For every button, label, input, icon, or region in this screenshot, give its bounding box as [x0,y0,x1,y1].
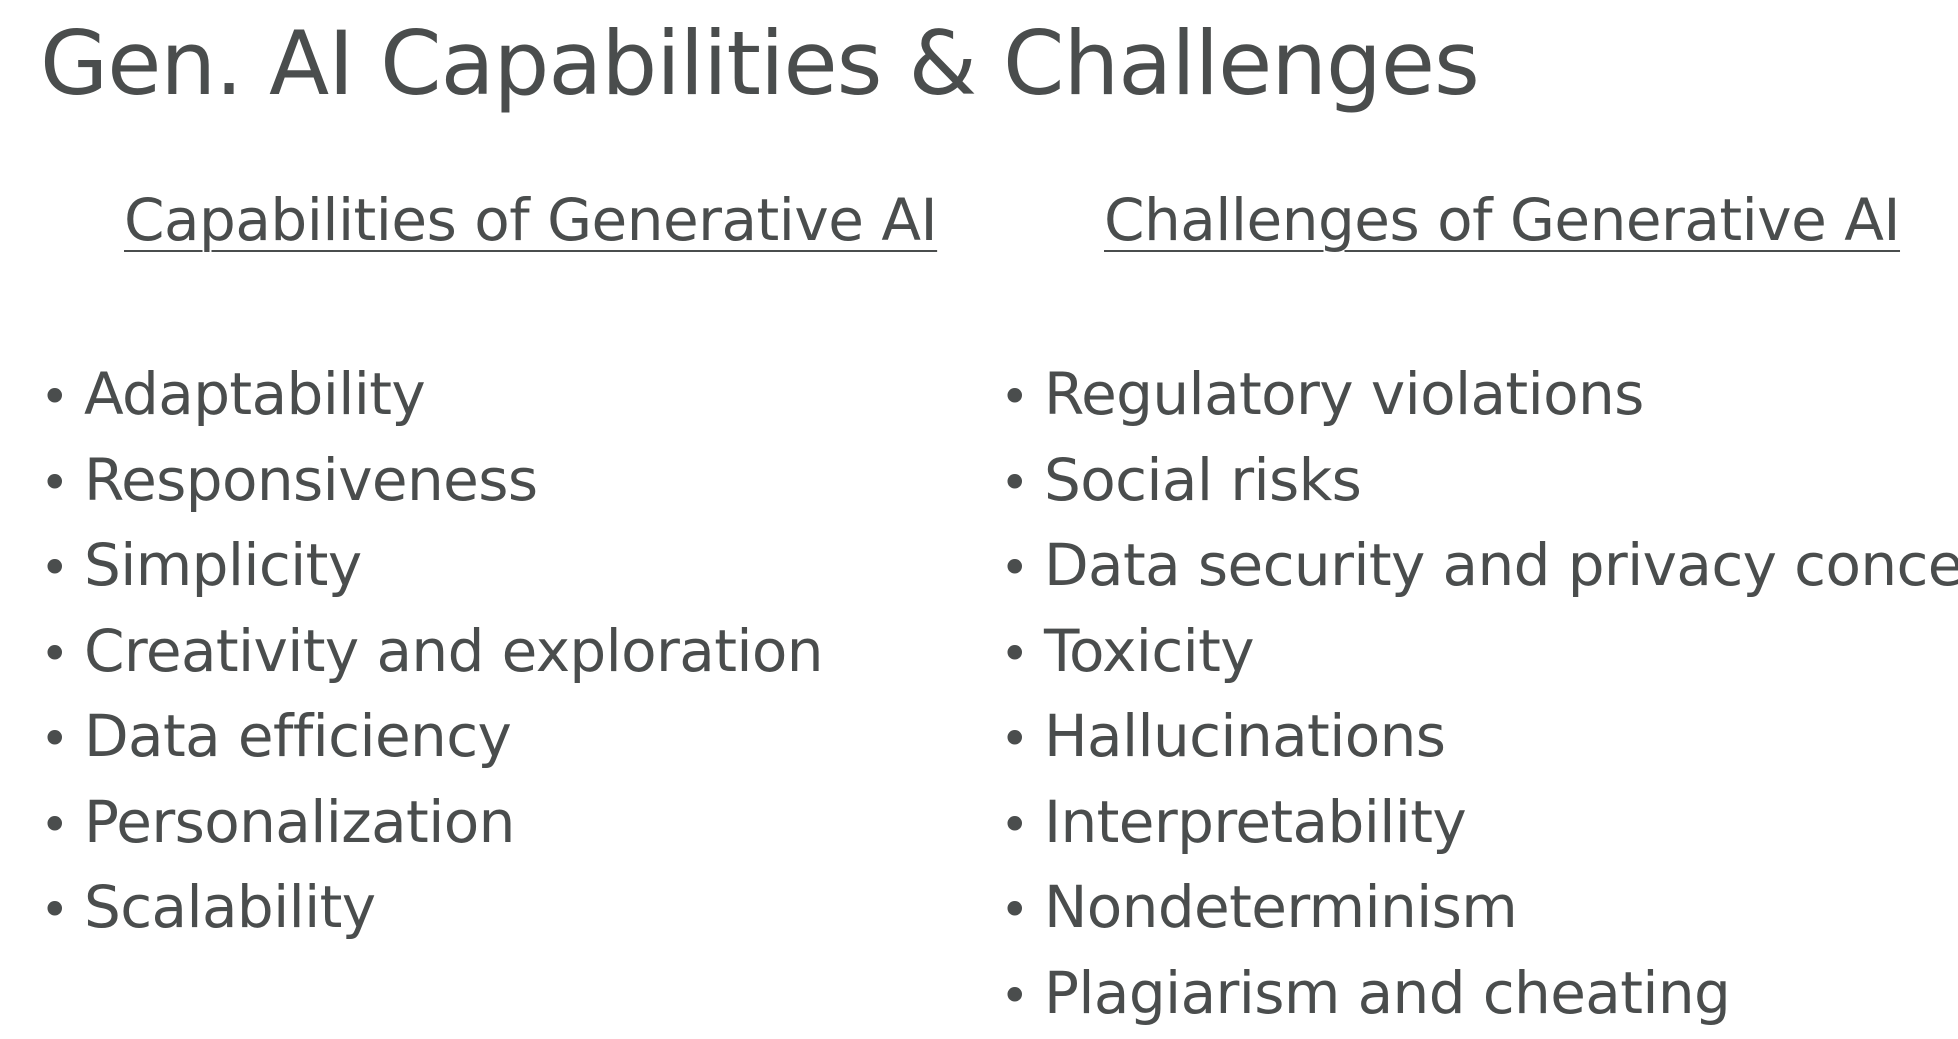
bullet-icon: • [38,697,84,783]
list-item: •Data security and privacy concerns [998,523,1958,609]
list-item-label: Scalability [84,865,376,951]
list-item-label: Creativity and exploration [84,609,823,695]
bullet-icon: • [38,783,84,869]
list-item-label: Personalization [84,780,515,866]
bullet-icon: • [998,526,1044,612]
list-item-label: Responsiveness [84,438,537,524]
bullet-icon: • [998,697,1044,783]
list-item: •Social risks [998,438,1958,524]
list-item: •Interpretability [998,780,1958,866]
list-item: •Personalization [38,780,823,866]
list-item: •Creativity and exploration [38,609,823,695]
list-item-label: Social risks [1044,438,1361,524]
list-item: •Simplicity [38,523,823,609]
list-item-label: Data security and privacy concerns [1044,523,1958,609]
list-item: •Toxicity [998,609,1958,695]
bullet-icon: • [998,783,1044,869]
list-item: •Hallucinations [998,694,1958,780]
bullet-icon: • [998,355,1044,441]
list-item: •Data efficiency [38,694,823,780]
list-item-label: Hallucinations [1044,694,1445,780]
list-item: •Adaptability [38,352,823,438]
list-item-label: Data efficiency [84,694,511,780]
capabilities-column: Capabilities of Generative AI •Adaptabil… [38,180,938,260]
challenges-heading: Challenges of Generative AI [998,180,1958,260]
bullet-icon: • [38,868,84,954]
list-item: •Plagiarism and cheating [998,951,1958,1037]
slide-title: Gen. AI Capabilities & Challenges [40,4,1479,124]
list-item: •Regulatory violations [998,352,1958,438]
bullet-icon: • [998,954,1044,1039]
list-item: •Scalability [38,865,823,951]
list-item-label: Simplicity [84,523,362,609]
list-item: •Responsiveness [38,438,823,524]
bullet-icon: • [998,868,1044,954]
bullet-icon: • [998,441,1044,527]
list-item-label: Toxicity [1044,609,1254,695]
list-item: •Nondeterminism [998,865,1958,951]
bullet-icon: • [38,526,84,612]
list-item-label: Nondeterminism [1044,865,1517,951]
bullet-icon: • [998,612,1044,698]
list-item-label: Plagiarism and cheating [1044,951,1730,1037]
list-item-label: Regulatory violations [1044,352,1644,438]
bullet-icon: • [38,612,84,698]
list-item-label: Interpretability [1044,780,1466,866]
bullet-icon: • [38,355,84,441]
list-item-label: Adaptability [84,352,425,438]
capabilities-heading: Capabilities of Generative AI [38,180,938,260]
bullet-icon: • [38,441,84,527]
challenges-list: •Regulatory violations •Social risks •Da… [998,352,1958,1036]
challenges-column: Challenges of Generative AI •Regulatory … [998,180,1958,260]
capabilities-list: •Adaptability •Responsiveness •Simplicit… [38,352,823,951]
